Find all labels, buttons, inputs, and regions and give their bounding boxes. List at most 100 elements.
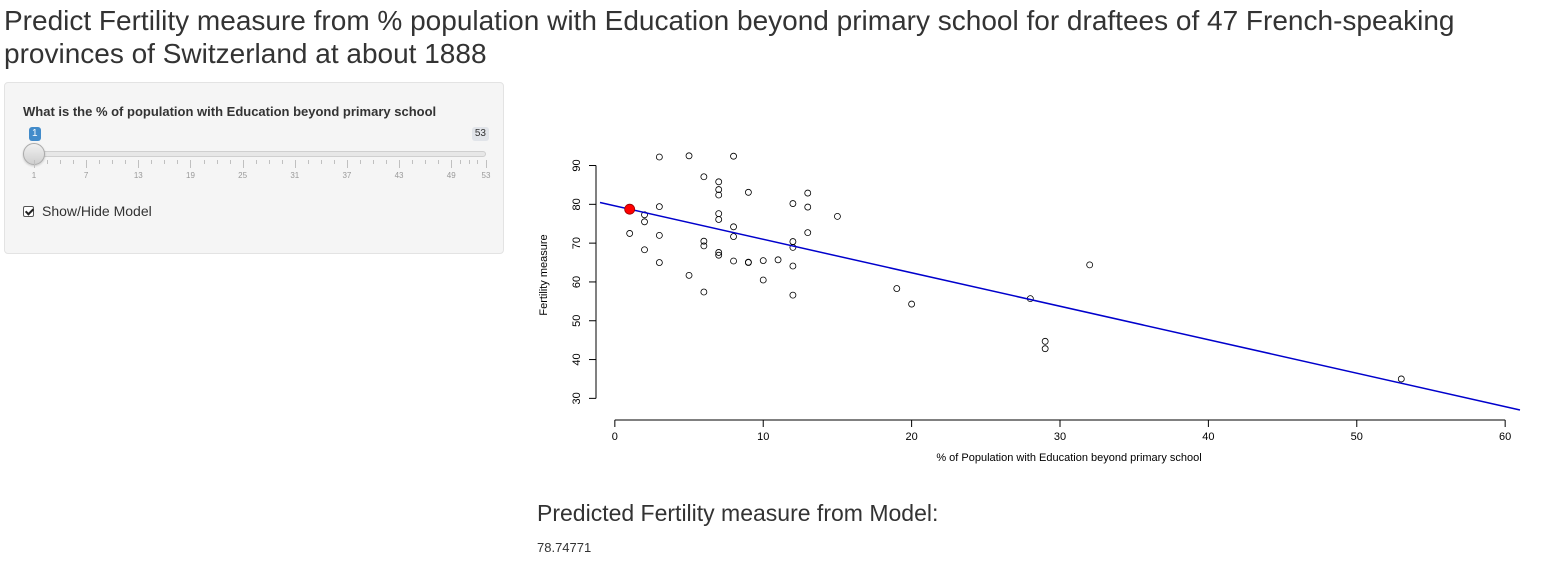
data-point [759, 257, 767, 264]
data-point [804, 229, 812, 237]
slider-minor-tick [125, 160, 127, 164]
slider-minor-tick [229, 160, 231, 164]
data-point [730, 152, 737, 160]
y-tick-label: 50 [571, 315, 583, 327]
x-tick-label: 10 [757, 431, 769, 443]
slider-minor-tick [73, 160, 75, 164]
slider-minor-tick [281, 160, 283, 164]
slider-minor-tick [177, 160, 179, 164]
slider-minor-tick [468, 160, 470, 164]
slider-minor-tick [438, 160, 440, 164]
slider-tick [86, 160, 88, 168]
data-point [655, 259, 663, 266]
y-tick-label: 70 [571, 237, 583, 249]
data-point [744, 259, 752, 266]
data-point [730, 223, 737, 231]
data-point [893, 285, 901, 292]
data-point [730, 257, 737, 265]
checkbox-label: Show/Hide Model [42, 203, 152, 219]
y-tick-label: 40 [571, 353, 583, 365]
slider-grid: 1 7 13 19 25 31 37 43 49 53 [31, 160, 490, 182]
slider-tick [242, 160, 244, 168]
slider-tick [34, 160, 35, 168]
data-point [789, 200, 797, 207]
checkbox-check-icon[interactable] [23, 205, 34, 217]
data-point [715, 210, 723, 218]
slider-tick-label: 13 [133, 171, 143, 180]
slider-tick-label: 49 [446, 171, 456, 180]
slider-minor-tick [60, 160, 62, 164]
data-point [715, 251, 723, 259]
y-tick-label: 90 [571, 159, 583, 171]
model-regression-line [599, 201, 1521, 411]
slider-minor-tick [373, 160, 374, 164]
data-point [759, 276, 767, 284]
x-tick-label: 20 [905, 431, 917, 443]
slider-tick [190, 160, 192, 168]
x-tick-label: 60 [1499, 431, 1511, 443]
data-point [715, 191, 723, 199]
x-tick-label: 0 [612, 431, 618, 443]
slider-tick-label: 19 [186, 171, 195, 180]
data-point [685, 152, 693, 160]
slider-tick-label: 25 [238, 171, 248, 180]
data-point [744, 188, 752, 196]
slider-minor-tick [151, 160, 153, 164]
slider-tick [486, 160, 487, 168]
slider-minor-tick [386, 160, 388, 164]
slider-tick-label: 1 [31, 171, 37, 180]
data-point [641, 218, 648, 226]
sidebar-panel: What is the % of population with Educati… [4, 82, 504, 254]
slider-track[interactable] [34, 151, 486, 157]
data-point [1397, 375, 1405, 383]
slider-current-value: 1 [29, 127, 41, 141]
data-point [789, 238, 797, 245]
x-tick-label: 40 [1202, 431, 1214, 443]
slider-max-value: 53 [471, 127, 489, 141]
data-point [700, 242, 708, 250]
data-point [700, 288, 708, 296]
slider-minor-tick [412, 160, 414, 164]
data-point [1041, 337, 1049, 345]
data-point [1086, 261, 1094, 269]
data-point [804, 189, 812, 197]
slider-tick [138, 160, 140, 168]
slider-minor-tick [320, 160, 322, 164]
slider-tick-label: 7 [83, 171, 89, 180]
slider-minor-tick [425, 160, 427, 164]
slider-minor-tick [477, 160, 479, 164]
slider-tick [451, 160, 453, 168]
data-point [655, 203, 663, 211]
data-point [715, 216, 723, 223]
prediction-point [624, 203, 636, 215]
data-point [700, 173, 708, 181]
slider-tick [399, 160, 401, 168]
slider-minor-tick [255, 160, 257, 164]
data-point [789, 262, 797, 270]
show-hide-model-checkbox[interactable]: Show/Hide Model [23, 203, 152, 219]
slider-minor-tick [216, 160, 218, 164]
data-point [626, 230, 634, 237]
x-tick-label: 30 [1054, 431, 1066, 443]
data-point [730, 233, 737, 240]
data-point [685, 271, 693, 279]
slider-minor-tick [459, 160, 461, 164]
slider-minor-tick [333, 160, 335, 164]
y-tick-label: 60 [571, 276, 583, 288]
education-slider[interactable]: 1 53 1 7 13 19 25 31 37 43 49 53 [23, 123, 493, 183]
x-tick-label: 50 [1351, 431, 1363, 443]
slider-label: What is the % of population with Educati… [23, 104, 437, 119]
fertility-scatter-plot: 0 10 20 30 40 50 60 30 40 50 60 70 80 90 % of Populati… [538, 152, 1521, 464]
data-point [655, 153, 663, 161]
slider-tick-label: 43 [394, 171, 404, 180]
slider-tick-label: 53 [481, 171, 491, 180]
slider-tick [294, 160, 296, 168]
x-axis-label: % of Population with Education beyond pr… [936, 452, 1201, 464]
data-point [655, 231, 663, 239]
slider-minor-tick [203, 160, 205, 164]
slider-tick-label: 31 [290, 171, 300, 180]
page-title: Predict Fertility measure from % populat… [4, 5, 1455, 69]
slider-minor-tick [307, 160, 309, 164]
slider-tick-label: 37 [342, 171, 352, 180]
data-point [1041, 345, 1049, 353]
